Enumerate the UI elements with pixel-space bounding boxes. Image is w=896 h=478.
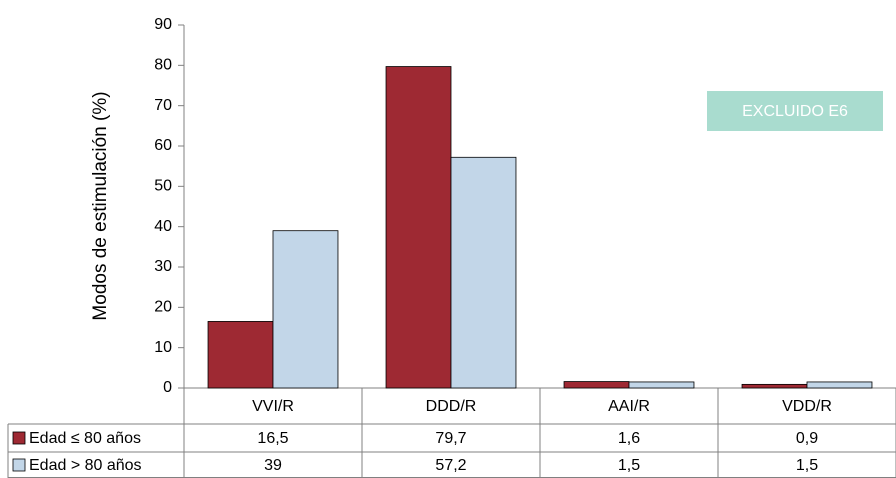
y-tick-label: 20 [154, 299, 172, 316]
legend-label: Edad ≤ 80 años [29, 430, 141, 447]
bar [741, 383, 808, 389]
y-tick-label: 60 [154, 137, 172, 154]
y-tick-label: 70 [154, 97, 172, 114]
bar [628, 381, 695, 389]
legend-swatch [12, 431, 26, 445]
table-value: 1,5 [796, 457, 818, 474]
bar [272, 230, 339, 389]
y-tick-label: 80 [154, 57, 172, 74]
bar [385, 66, 452, 389]
y-tick-label: 0 [163, 379, 172, 396]
legend-swatch [12, 458, 26, 472]
x-tick-label: VDD/R [782, 398, 832, 415]
x-tick-label: VVI/R [252, 398, 294, 415]
bar [450, 156, 517, 389]
x-tick-label: DDD/R [426, 398, 477, 415]
y-tick-label: 30 [154, 258, 172, 275]
table-value: 79,7 [435, 430, 466, 447]
table-value: 16,5 [257, 430, 288, 447]
annotation-box [707, 91, 883, 131]
table-value: 0,9 [796, 430, 818, 447]
bar [207, 321, 274, 389]
bar [563, 381, 630, 389]
y-tick-label: 90 [154, 16, 172, 33]
y-tick-label: 10 [154, 339, 172, 356]
y-tick-label: 40 [154, 218, 172, 235]
table-value: 1,5 [618, 457, 640, 474]
table-value: 57,2 [435, 457, 466, 474]
annotation: EXCLUIDO E6 [742, 103, 848, 120]
x-tick-label: AAI/R [608, 398, 650, 415]
y-tick-label: 50 [154, 178, 172, 195]
y-axis-label: Modos de estimulación (%) [90, 91, 111, 320]
bar [806, 381, 873, 389]
table-value: 1,6 [618, 430, 640, 447]
table-value: 39 [264, 457, 282, 474]
legend-label: Edad > 80 años [29, 457, 142, 474]
